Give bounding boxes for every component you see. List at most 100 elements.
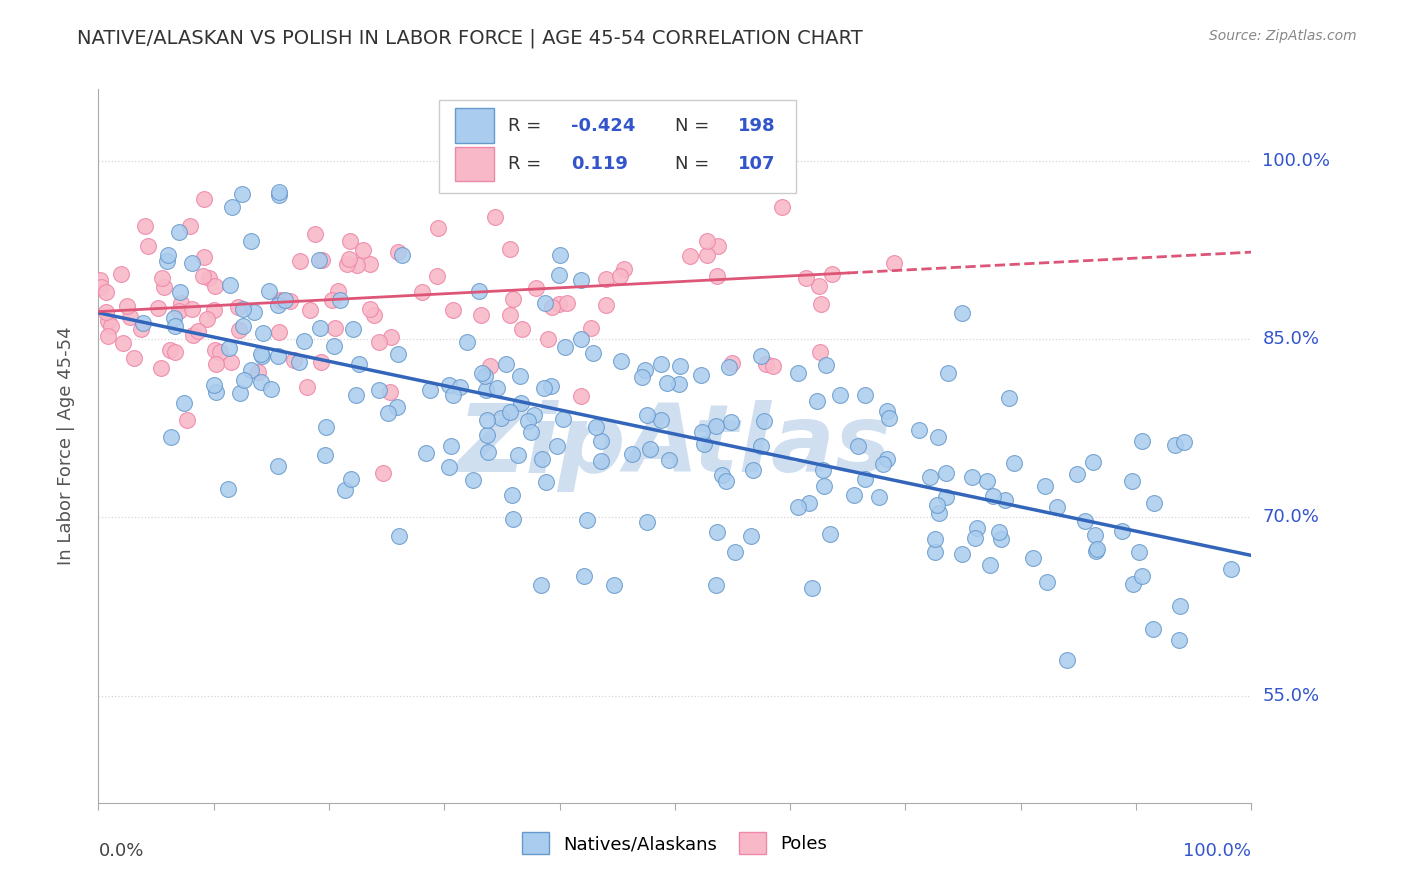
Point xyxy=(197,271,219,285)
Point xyxy=(517,414,540,428)
Point xyxy=(329,293,352,308)
Point xyxy=(193,250,215,264)
Point xyxy=(391,248,413,262)
Point xyxy=(385,401,408,415)
Point xyxy=(204,377,226,392)
Point xyxy=(706,268,728,283)
Point xyxy=(495,357,517,371)
Bar xyxy=(454,109,494,143)
Point xyxy=(295,380,318,394)
Point xyxy=(638,442,661,456)
Point xyxy=(960,470,983,484)
Point xyxy=(510,321,533,335)
Point xyxy=(546,439,568,453)
Point xyxy=(872,458,894,472)
Point xyxy=(650,413,672,427)
Point xyxy=(1219,562,1241,576)
Point xyxy=(966,521,988,535)
Point xyxy=(489,410,512,425)
Point xyxy=(679,249,702,263)
Point xyxy=(474,369,496,384)
Point xyxy=(998,392,1021,406)
Point xyxy=(509,369,531,384)
Text: 55.0%: 55.0% xyxy=(1263,687,1320,705)
Point xyxy=(751,440,773,454)
Point xyxy=(828,388,851,402)
Point xyxy=(267,188,290,202)
Point xyxy=(924,533,946,547)
Point xyxy=(636,408,658,422)
Point xyxy=(1066,467,1088,481)
Point xyxy=(288,355,311,369)
Point xyxy=(711,468,734,483)
Point xyxy=(328,284,350,298)
Point xyxy=(720,415,742,429)
Text: 198: 198 xyxy=(738,117,776,135)
Point xyxy=(415,446,437,460)
Point xyxy=(239,235,262,249)
Point xyxy=(721,356,744,370)
Point xyxy=(359,301,381,316)
Point xyxy=(551,412,574,426)
Point xyxy=(367,335,389,350)
Point xyxy=(846,439,869,453)
Point xyxy=(589,434,612,448)
Point xyxy=(221,200,243,214)
Point xyxy=(794,271,817,285)
Point xyxy=(571,332,593,346)
Point xyxy=(290,253,312,268)
Point xyxy=(159,343,181,357)
Point xyxy=(1128,545,1150,559)
Point xyxy=(456,334,478,349)
Point xyxy=(437,377,460,392)
Point xyxy=(419,383,441,397)
Point xyxy=(868,491,890,505)
Point xyxy=(704,578,727,592)
Point xyxy=(1164,438,1187,452)
Point xyxy=(724,545,747,559)
Point xyxy=(1081,455,1104,469)
Point xyxy=(387,245,409,260)
Point xyxy=(309,321,332,335)
Point xyxy=(163,319,186,334)
Point xyxy=(100,318,122,333)
Legend: Natives/Alaskans, Poles: Natives/Alaskans, Poles xyxy=(515,825,835,862)
Point xyxy=(204,279,226,293)
Point xyxy=(950,547,973,561)
Point xyxy=(952,305,974,319)
Point xyxy=(609,268,631,283)
Point xyxy=(468,285,491,299)
Point xyxy=(693,437,716,451)
Point xyxy=(336,257,359,271)
Point xyxy=(347,357,370,371)
Point xyxy=(650,357,672,371)
Point xyxy=(163,310,186,325)
Point xyxy=(250,375,273,389)
Point xyxy=(569,389,592,403)
Point xyxy=(555,295,578,310)
Point xyxy=(547,268,569,283)
Point xyxy=(136,239,159,253)
Point xyxy=(443,302,465,317)
Point xyxy=(716,474,738,488)
Point xyxy=(506,448,529,462)
Point xyxy=(457,168,479,182)
Point xyxy=(380,330,402,344)
Point xyxy=(146,301,169,315)
Point xyxy=(706,525,728,540)
Point xyxy=(740,529,762,543)
Point xyxy=(124,351,146,365)
Point xyxy=(111,336,134,351)
Point xyxy=(530,578,553,592)
Point xyxy=(610,354,633,368)
Point xyxy=(668,376,690,391)
FancyBboxPatch shape xyxy=(439,100,796,193)
Point xyxy=(252,326,274,341)
Point xyxy=(569,273,592,287)
Point xyxy=(368,384,391,398)
Point xyxy=(554,340,576,354)
Point xyxy=(246,365,269,379)
Point xyxy=(252,349,274,363)
Point xyxy=(371,466,394,480)
Point xyxy=(842,488,865,502)
